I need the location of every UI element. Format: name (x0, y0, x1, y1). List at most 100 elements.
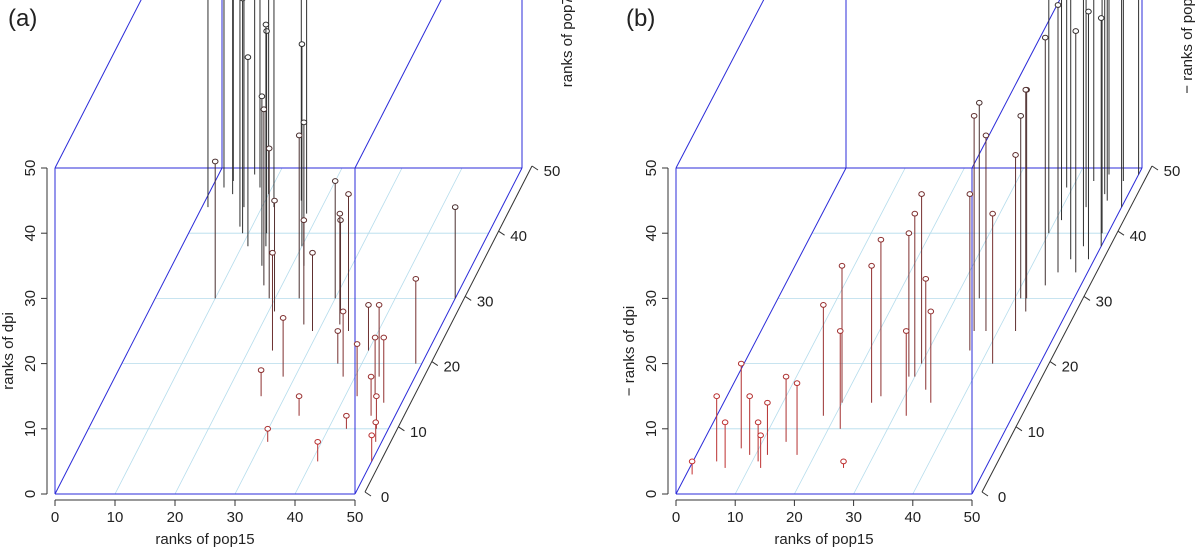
point-marker (353, 341, 361, 347)
data-point (334, 328, 342, 364)
data-point (269, 249, 276, 351)
data-point (1101, 0, 1103, 234)
data-point (868, 262, 875, 403)
y-tick-label: 0 (998, 489, 1006, 506)
data-point (300, 217, 308, 325)
point-marker (905, 230, 913, 237)
x-tick-label: 10 (107, 509, 124, 526)
point-marker (868, 262, 875, 269)
data-point (353, 341, 361, 397)
data-point (254, 0, 256, 175)
data-point (262, 21, 270, 247)
y-axis-title: ranks of pop75 (559, 0, 576, 87)
y-tick-label: 20 (1062, 359, 1079, 376)
z-tick-label: 50 (643, 160, 660, 177)
data-point (367, 373, 375, 416)
data-point (966, 191, 974, 351)
point-marker (380, 334, 388, 341)
point-marker (368, 432, 376, 439)
point-marker (1012, 152, 1019, 158)
data-point (754, 419, 762, 462)
grid-line (114, 167, 283, 495)
y-tick-label: 20 (443, 359, 460, 376)
x-tick-label: 40 (904, 509, 921, 526)
data-point (260, 106, 268, 286)
data-point (239, 0, 246, 234)
point-marker (451, 204, 459, 211)
y-tick-label: 30 (1096, 293, 1113, 310)
y-axis-title: − ranks of pop75 (1179, 0, 1196, 94)
data-point (207, 0, 209, 208)
data-point (1023, 86, 1030, 299)
data-point (1066, 0, 1068, 188)
data-point (1093, 0, 1095, 182)
z-tick-label: 10 (22, 420, 39, 437)
data-point (918, 191, 925, 364)
data-point (371, 334, 379, 397)
data-point (265, 145, 273, 299)
data-point (1106, 0, 1108, 201)
box-edge (675, 167, 847, 495)
x-tick-label: 0 (672, 509, 680, 526)
data-point (1022, 86, 1030, 312)
y-tick-label: 40 (510, 228, 527, 245)
data-point (243, 0, 245, 208)
data-point (343, 412, 350, 429)
panel-a: (a) 0 10 20 30 40 50 ranks of pop15 0 10 20 30 40 50… (0, 0, 576, 548)
x-axis: 0 10 20 30 40 50 ranks of pop15 (672, 499, 980, 548)
point-marker (764, 399, 771, 406)
y-tick-label: 10 (1028, 424, 1045, 441)
y-tick-label: 10 (410, 424, 427, 441)
data-point (232, 0, 234, 195)
data-point (982, 132, 990, 331)
y-tick-label: 0 (381, 489, 389, 506)
data-point (721, 419, 729, 468)
x-axis: 0 10 20 30 40 50 ranks of pop15 (51, 499, 364, 548)
point-marker (372, 419, 380, 426)
data-point (1122, 0, 1124, 182)
point-marker (820, 302, 827, 308)
box-edge (675, 0, 765, 169)
point-marker (300, 217, 308, 224)
point-marker (902, 328, 910, 334)
point-marker (836, 328, 844, 334)
data-point (1097, 15, 1105, 247)
point-marker (754, 419, 762, 426)
point-marker (314, 438, 322, 445)
point-marker (345, 191, 352, 197)
data-point (1061, 0, 1063, 221)
z-tick-label: 0 (22, 490, 39, 498)
point-marker (688, 458, 696, 465)
data-point (244, 54, 252, 247)
point-marker (300, 119, 308, 126)
point-marker (336, 210, 344, 217)
data-point (412, 275, 420, 364)
point-marker (331, 178, 339, 184)
y-tick-label: 30 (477, 293, 494, 310)
panel-label: (a) (8, 5, 37, 32)
data-point (820, 302, 827, 416)
x-tick-label: 30 (227, 509, 244, 526)
y-tick (464, 295, 472, 301)
x-tick-label: 50 (347, 509, 364, 526)
data-point (336, 210, 344, 325)
data-point (295, 132, 303, 299)
point-marker (279, 315, 287, 321)
grid-line (794, 167, 965, 495)
y-tick (1117, 230, 1125, 236)
grid-line (294, 167, 463, 495)
point-marker (746, 393, 753, 400)
z-tick-label: 30 (643, 290, 660, 307)
x-axis-title: ranks of pop15 (155, 531, 254, 548)
point-marker (782, 373, 790, 380)
data-point (279, 315, 287, 377)
point-marker (257, 367, 265, 374)
floor-grid (710, 167, 1108, 495)
data-points (688, 0, 1140, 475)
data-points (207, 0, 459, 462)
point-marker (295, 132, 303, 139)
data-point (298, 41, 306, 247)
data-point (1054, 2, 1062, 273)
data-point (989, 210, 996, 364)
z-tick-label: 50 (22, 160, 39, 177)
